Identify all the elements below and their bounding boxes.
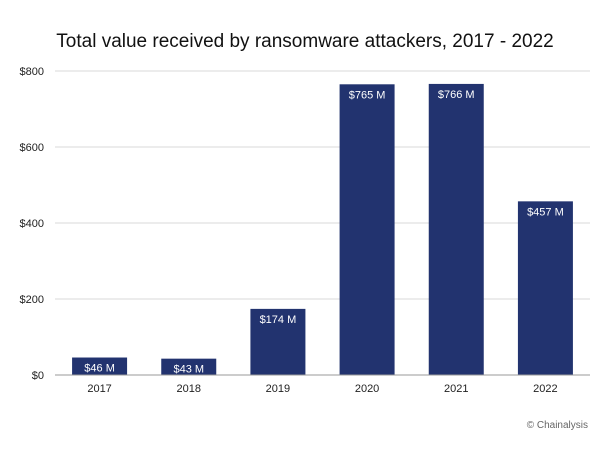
bar-2018 xyxy=(161,358,217,375)
bars xyxy=(72,83,573,376)
y-tick-label: $800 xyxy=(20,66,44,78)
bar-value-label: $766 M xyxy=(438,89,475,101)
x-tick-label: 2018 xyxy=(177,383,201,395)
bar-2022 xyxy=(517,201,573,375)
gridlines xyxy=(55,70,590,300)
bar-value-label: $43 M xyxy=(173,364,204,376)
bar-2020 xyxy=(339,84,395,376)
chart-title: Total value received by ransomware attac… xyxy=(56,31,553,52)
x-tick-label: 2019 xyxy=(266,383,290,395)
x-tick-label: 2017 xyxy=(87,383,111,395)
credit-text: © Chainalysis xyxy=(527,420,588,431)
y-tick-label: $600 xyxy=(20,142,44,154)
bar-value-label: $46 M xyxy=(84,363,115,375)
x-tick-label: 2020 xyxy=(355,383,379,395)
bar-labels: $46 M $43 M $174 M $765 M $766 M $457 M xyxy=(84,89,563,376)
bar-2021 xyxy=(428,83,484,376)
bar-value-label: $457 M xyxy=(527,206,564,218)
x-axis-ticks: 2017 2018 2019 2020 2021 2022 xyxy=(87,383,557,395)
bar-value-label: $765 M xyxy=(349,89,386,101)
x-tick-label: 2022 xyxy=(533,383,557,395)
y-axis-ticks: $0 $200 $400 $600 $800 xyxy=(20,66,44,382)
y-tick-label: $0 xyxy=(32,370,44,382)
x-tick-label: 2021 xyxy=(444,383,468,395)
bar-2019 xyxy=(250,308,306,375)
bar-2017 xyxy=(72,357,128,375)
y-tick-label: $400 xyxy=(20,218,44,230)
bar-value-label: $174 M xyxy=(260,314,297,326)
y-tick-label: $200 xyxy=(20,294,44,306)
